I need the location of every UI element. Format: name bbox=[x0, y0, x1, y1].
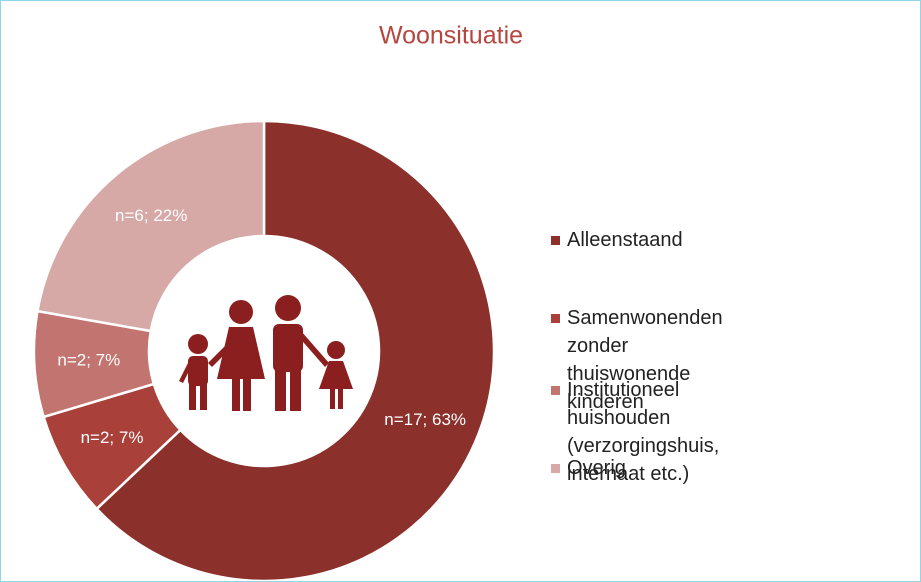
legend-item: Alleenstaand bbox=[551, 226, 683, 254]
legend-label: Samenwonenden zonder thuiswonende kinder… bbox=[567, 307, 723, 413]
legend-swatch bbox=[551, 314, 560, 323]
legend-label: Alleenstaand bbox=[567, 229, 683, 251]
data-label: n=2; 7% bbox=[57, 351, 120, 370]
slices: n=17; 63% n=2; 7% n=2; 7% n=6; 22% bbox=[32, 119, 496, 581]
legend-label: Institutioneel huishouden (verzorgingshu… bbox=[567, 379, 720, 485]
legend-item: Institutioneel huishouden (verzorgingshu… bbox=[551, 376, 719, 488]
data-label: n=2; 7% bbox=[81, 428, 144, 447]
data-label: n=6; 22% bbox=[115, 206, 187, 225]
chart-title: Woonsituatie bbox=[379, 22, 523, 50]
legend-item: Samenwonenden zonder thuiswonende kinder… bbox=[551, 304, 723, 416]
family-icon bbox=[179, 295, 353, 411]
legend-item: Overig bbox=[551, 454, 626, 482]
legend-swatch bbox=[551, 236, 560, 245]
data-label: n=17; 63% bbox=[384, 410, 466, 429]
legend-swatch bbox=[551, 386, 560, 395]
slice bbox=[36, 119, 266, 333]
slice bbox=[94, 119, 496, 581]
legend-label: Overig bbox=[567, 457, 626, 479]
legend-swatch bbox=[551, 464, 560, 473]
